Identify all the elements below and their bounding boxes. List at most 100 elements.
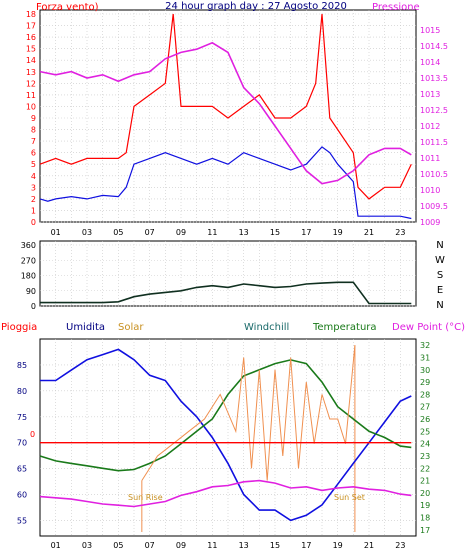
wind-y-tick-label: 17 [26,22,36,31]
temperature-y-tick-label: 25 [420,427,430,436]
x-tick-label: 13 [239,228,249,237]
temperature-y-tick-label: 21 [420,477,430,486]
compass-letter: N [436,300,443,311]
pressure-y-tick-label: 1014.5 [420,42,448,51]
compass-letter: S [437,270,443,281]
temperature-y-tick-label: 28 [420,390,430,399]
compass-letter: E [437,285,443,296]
temperature-y-axis: 17 18 19 20 21 22 23 24 25 26 27 28 29 30 31 32 [420,341,430,535]
wind-axis-label: Forza vento) [36,2,99,13]
x-tick-label: 03 [82,541,92,550]
x-tick-label: 11 [207,541,217,550]
wind-y-tick-label: 4 [31,172,36,181]
wind-y-tick-label: 2 [31,195,36,204]
direction-y-tick-label: 90 [26,287,36,296]
series-line-average [39,146,412,220]
series-line-pressure [39,41,412,185]
temperature-y-tick-label: 22 [420,464,430,473]
wind-y-tick-label: 18 [26,10,36,19]
x-tick-label: 19 [333,228,343,237]
temperature-y-tick-label: 17 [420,526,430,535]
wind-y-tick-label: 7 [31,137,36,146]
rain-zero-label: 0 [30,430,35,439]
wind-y-tick-label: 11 [26,91,36,100]
temperature-series-group [39,345,412,532]
wind-y-tick-label: 13 [26,68,36,77]
temperature-y-tick-label: 20 [420,489,430,498]
pressure-y-tick-label: 1014 [420,58,440,67]
temperature-y-tick-label: 23 [420,452,430,461]
wind-y-tick-label: 15 [26,45,36,54]
pressure-y-tick-label: 1010.5 [420,170,448,179]
humidity-y-tick-label: 85 [17,361,27,370]
x-tick-label: 07 [145,228,155,237]
temperature-y-tick-label: 30 [420,366,430,375]
legend-temperatura: Temperatura [312,322,377,333]
compass-letter: N [436,240,443,251]
temperature-x-axis: 01 03 05 07 09 11 13 15 17 19 21 23 [51,541,406,550]
x-tick-label: 09 [176,541,186,550]
legend-solar: Solar [118,322,144,333]
direction-y-tick-label: 360 [21,241,36,250]
legend-umidita: Umidita [66,322,105,333]
direction-y-tick-label: 180 [21,272,36,281]
x-tick-label: 01 [51,228,61,237]
pressure-y-tick-label: 1011 [420,154,440,163]
wind-y-tick-label: 10 [26,102,36,111]
wind-y-tick-label: 5 [31,160,36,169]
wind-y-tick-label: 6 [31,149,36,158]
temperature-y-tick-label: 29 [420,378,430,387]
wind-series-group [39,13,412,220]
pressure-y-tick-label: 1010 [420,186,440,195]
humidity-y-tick-label: 55 [17,516,27,525]
temperature-panel: 55 60 65 70 75 80 85 17 18 19 20 21 22 23 24 25 26 27 28 2… [1,322,465,550]
pressure-y-tick-label: 1009.5 [420,202,448,211]
pressure-y-tick-label: 1013 [420,90,440,99]
legend-pioggia: Pioggia [1,322,37,333]
legend-windchill: Windchill [244,322,289,333]
x-tick-label: 01 [51,541,61,550]
direction-y-tick-label: 270 [21,256,36,265]
x-tick-label: 23 [395,541,405,550]
x-tick-label: 05 [113,228,123,237]
temperature-y-tick-label: 24 [420,440,430,449]
humidity-y-tick-label: 80 [17,387,27,396]
x-tick-label: 23 [395,228,405,237]
legend-dew-point: Dew Point (°C) [392,322,465,333]
pressure-y-axis: 1009 1009.5 1010 1010.5 1011 1011.5 1012 1012.5… [420,26,448,227]
direction-series-group [40,281,412,305]
series-line-umidita [40,348,412,522]
x-tick-label: 13 [239,541,249,550]
x-tick-label: 05 [113,541,123,550]
series-line-solar [141,345,356,481]
x-tick-label: 17 [301,541,311,550]
wind-y-tick-label: 9 [31,114,36,123]
pressure-y-tick-label: 1011.5 [420,138,448,147]
series-line-wind-direction [40,281,412,305]
humidity-y-tick-label: 65 [17,465,27,474]
wind-y-tick-label: 14 [26,56,36,65]
pressure-y-tick-label: 1012 [420,122,440,131]
wind-grid [40,10,416,223]
x-tick-label: 15 [270,541,280,550]
humidity-y-tick-label: 60 [17,491,27,500]
x-tick-label: 19 [333,541,343,550]
wind-y-tick-label: 0 [31,218,36,227]
series-line-gust [39,13,412,200]
direction-y-axis: 0 90 180 270 360 [21,241,36,311]
wind-x-axis: 01 03 05 07 09 11 13 15 17 19 21 23 [51,228,406,237]
humidity-y-tick-label: 70 [17,439,27,448]
x-tick-label: 21 [364,541,374,550]
wind-y-tick-label: 16 [26,33,36,42]
temperature-y-tick-label: 32 [420,341,430,350]
chart-title: 24 hour graph day : 27 Agosto 2020 [165,1,347,12]
x-tick-label: 15 [270,228,280,237]
temperature-y-tick-label: 26 [420,415,430,424]
x-tick-label: 07 [145,541,155,550]
pressure-y-tick-label: 1015 [420,26,440,35]
compass-letter: W [435,255,445,266]
